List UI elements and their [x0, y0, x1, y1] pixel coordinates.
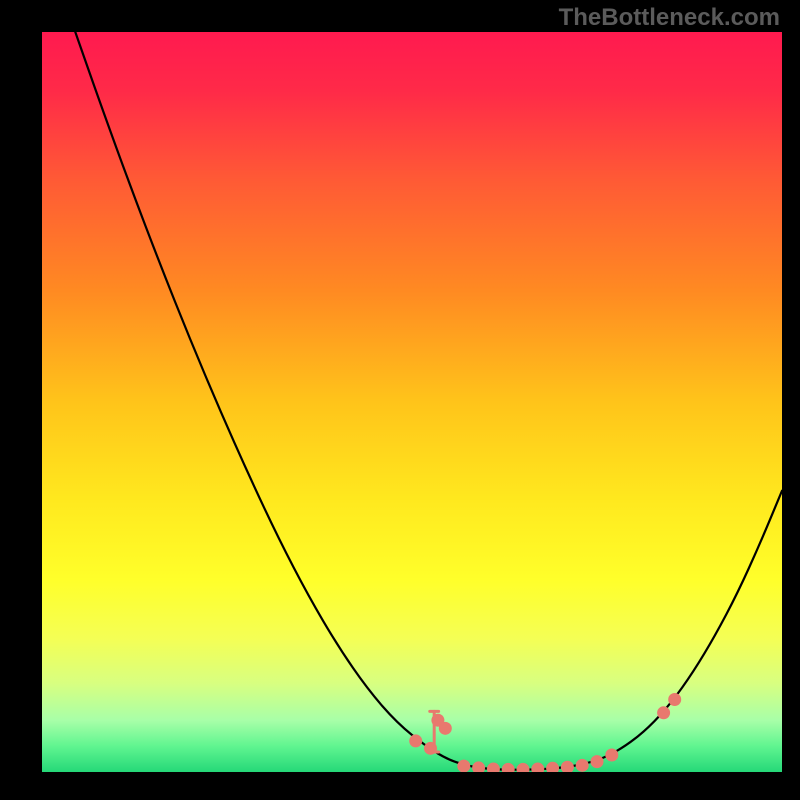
data-marker	[657, 706, 670, 719]
data-marker	[668, 693, 681, 706]
data-marker	[457, 760, 470, 772]
data-marker	[409, 734, 422, 747]
plot-area	[42, 32, 782, 772]
watermark-text: TheBottleneck.com	[559, 4, 780, 32]
data-marker	[591, 755, 604, 768]
gradient-background	[42, 32, 782, 772]
data-marker	[424, 742, 437, 755]
chart-stage: { "watermark": { "text": "TheBottleneck.…	[0, 0, 800, 800]
data-marker	[439, 722, 452, 735]
data-marker	[605, 748, 618, 761]
data-marker	[576, 759, 589, 772]
bottleneck-chart-svg	[42, 32, 782, 772]
